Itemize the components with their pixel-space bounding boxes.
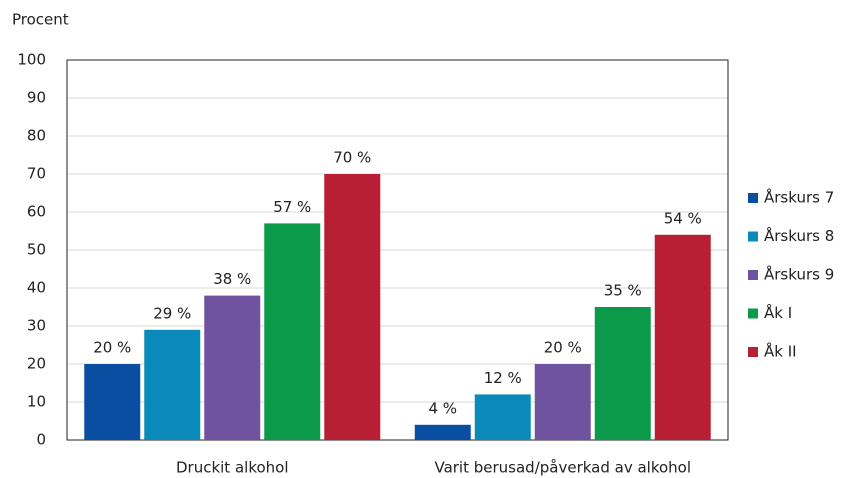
legend-swatch (748, 231, 758, 242)
value-label: 20 % (93, 339, 131, 357)
value-label: 4 % (428, 399, 457, 417)
legend-label: Åk I (764, 303, 792, 322)
bar (84, 364, 141, 440)
y-tick-label: 90 (27, 89, 46, 107)
value-label: 57 % (273, 198, 311, 216)
legend-label: Årskurs 8 (764, 226, 834, 245)
y-tick-label: 20 (27, 355, 46, 373)
bar (654, 234, 711, 440)
value-label: 20 % (544, 339, 582, 357)
value-label: 70 % (333, 149, 371, 167)
bar (144, 329, 201, 440)
y-axis-label: Procent (12, 11, 69, 29)
y-tick-label: 50 (27, 241, 46, 259)
y-tick-label: 40 (27, 279, 46, 297)
value-label: 54 % (664, 209, 702, 227)
y-tick-label: 60 (27, 203, 46, 221)
bar (534, 364, 591, 440)
bar (324, 174, 381, 440)
legend-swatch (748, 193, 758, 203)
y-tick-label: 10 (27, 393, 46, 411)
y-tick-label: 0 (36, 431, 46, 449)
bar (264, 223, 321, 440)
legend-label: Årskurs 9 (764, 265, 834, 284)
value-label: 38 % (213, 270, 251, 288)
value-label: 35 % (604, 282, 642, 300)
bar (414, 424, 471, 440)
value-label: 29 % (153, 304, 191, 322)
legend-label: Åk II (764, 342, 797, 361)
y-tick-label: 100 (17, 51, 46, 69)
plot-frame (66, 59, 729, 441)
legend-swatch (748, 308, 758, 319)
bar (474, 394, 531, 440)
y-tick-label: 70 (27, 165, 46, 183)
legend-swatch (748, 270, 758, 280)
value-label: 12 % (484, 369, 522, 387)
x-tick-label: Varit berusad/påverkad av alkohol (434, 459, 691, 477)
x-tick-label: Druckit alkohol (176, 459, 289, 477)
y-tick-label: 80 (27, 127, 46, 145)
y-tick-label: 30 (27, 317, 46, 335)
legend-swatch (748, 347, 758, 357)
legend-label: Årskurs 7 (764, 188, 834, 207)
bar (204, 295, 261, 440)
bar (594, 307, 651, 440)
